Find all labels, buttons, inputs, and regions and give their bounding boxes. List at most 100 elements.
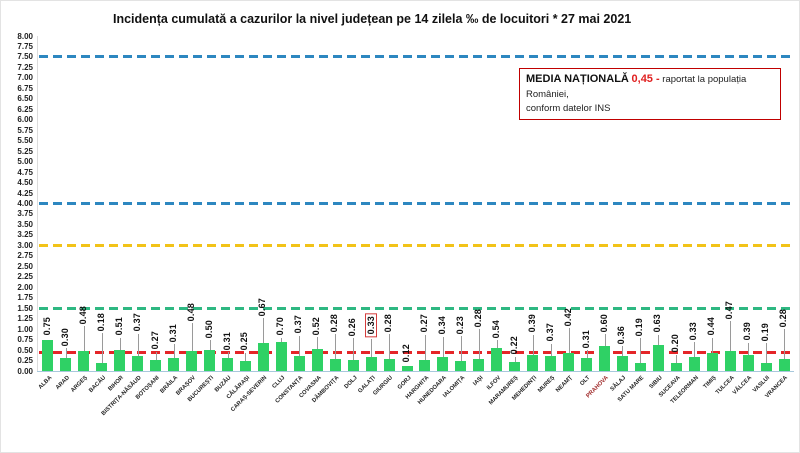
county-label: GORJ <box>396 375 413 391</box>
bar-value-label: 0.39 <box>526 314 537 333</box>
leader-line <box>119 337 121 350</box>
y-tick-label: 5.00 <box>17 157 33 167</box>
bar <box>204 350 216 371</box>
leader-line <box>65 348 67 359</box>
y-tick-label: 3.25 <box>17 230 33 240</box>
leader-line <box>496 340 498 349</box>
y-tick-label: 0.25 <box>17 356 33 366</box>
county-label: BACĂU <box>88 375 108 395</box>
bar <box>42 339 54 371</box>
legend-text: raportat la populația României, <box>526 74 747 100</box>
bar <box>742 354 754 371</box>
y-tick-label: 0.75 <box>17 335 33 345</box>
media-nationala-line <box>39 350 793 354</box>
y-tick-label: 2.25 <box>17 272 33 282</box>
leader-line <box>658 334 660 345</box>
y-tick-label: 1.00 <box>17 324 33 334</box>
y-tick-label: 7.50 <box>17 52 33 62</box>
y-tick-label: 0.00 <box>17 366 33 376</box>
legend-value: 0,45 - <box>631 73 660 85</box>
bar <box>724 351 736 371</box>
threshold-7-50 <box>39 55 793 59</box>
leader-line <box>227 352 229 359</box>
bar-value-label: 0.31 <box>580 329 591 349</box>
y-tick-label: 7.75 <box>17 41 33 51</box>
leader-line <box>299 335 301 356</box>
bar-value-label: 0.33 <box>365 312 378 338</box>
bar-value-label: 0.54 <box>490 320 501 339</box>
bar-value-label: 0.20 <box>670 334 681 353</box>
y-tick-label: 3.50 <box>17 219 33 229</box>
bar <box>329 359 341 371</box>
bar-value-label: 0.23 <box>454 316 465 335</box>
leader-line <box>173 344 175 359</box>
leader-line <box>263 317 265 343</box>
bar-value-label: 0.18 <box>95 313 106 332</box>
y-tick-label: 8.00 <box>17 31 33 41</box>
leader-line <box>676 354 678 363</box>
bar <box>581 358 593 371</box>
bar-value-label: 0.75 <box>41 317 52 336</box>
y-tick-label: 2.50 <box>17 261 33 271</box>
bar <box>563 353 575 371</box>
county-label: ALBA <box>37 375 54 391</box>
bar <box>114 349 126 371</box>
y-tick-label: 3.75 <box>17 209 33 219</box>
leader-line <box>191 322 193 351</box>
county-label: ARAD <box>55 375 72 392</box>
bar <box>419 359 431 371</box>
bar-value-label: 0.30 <box>59 328 70 347</box>
bar-value-label: 0.37 <box>544 323 555 342</box>
y-tick-label: 1.25 <box>17 314 33 324</box>
bar-value-label: 0.31 <box>221 331 232 351</box>
county-label: DOLJ <box>343 375 359 391</box>
bar-value-label: 0.28 <box>329 313 340 333</box>
bar <box>257 342 269 371</box>
bar-value-label: 0.60 <box>598 313 609 332</box>
bar <box>437 356 449 371</box>
bar <box>96 363 108 371</box>
bar <box>168 358 180 371</box>
x-axis-line <box>37 371 794 372</box>
bar <box>401 365 413 371</box>
leader-line <box>622 345 624 356</box>
bar-value-label: 0.25 <box>239 332 250 351</box>
bar-value-label: 0.12 <box>401 343 412 362</box>
bar-value-label: 0.70 <box>275 317 286 336</box>
bar-value-label: 0.63 <box>652 314 663 333</box>
bar-value-label: 0.31 <box>167 323 178 343</box>
bar-value-label: 0.39 <box>742 322 753 341</box>
leader-line <box>586 350 588 359</box>
leader-line <box>712 337 714 353</box>
leader-line <box>281 337 283 342</box>
leader-line <box>371 339 373 358</box>
y-tick-label: 6.50 <box>17 94 33 104</box>
bar-value-label: 0.50 <box>203 319 214 339</box>
bar-value-label: 0.37 <box>131 313 142 332</box>
bar <box>150 359 162 371</box>
bar-value-label: 0.28 <box>778 308 789 328</box>
county-label: CLUJ <box>271 375 287 390</box>
y-tick-label: 4.25 <box>17 188 33 198</box>
bar-value-label: 0.47 <box>724 301 735 320</box>
bar <box>760 363 772 371</box>
leader-line <box>83 325 85 351</box>
county-label: IAȘI <box>471 375 485 388</box>
bar <box>60 358 72 371</box>
bar <box>545 355 557 371</box>
bar <box>365 357 377 371</box>
leader-line <box>550 343 552 356</box>
bar-value-label: 0.22 <box>508 336 519 355</box>
leader-line <box>137 333 139 356</box>
leader-line <box>245 352 247 361</box>
bar <box>688 357 700 371</box>
leader-line <box>389 334 391 360</box>
y-tick-label: 4.50 <box>17 178 33 188</box>
bar <box>670 362 682 371</box>
county-label: MUREȘ <box>536 375 556 395</box>
leader-line <box>442 336 444 357</box>
bar-value-label: 0.28 <box>472 308 483 328</box>
y-tick-label: 5.50 <box>17 136 33 146</box>
bar-value-label: 0.44 <box>706 317 717 336</box>
bar-value-label: 0.48 <box>77 305 88 324</box>
